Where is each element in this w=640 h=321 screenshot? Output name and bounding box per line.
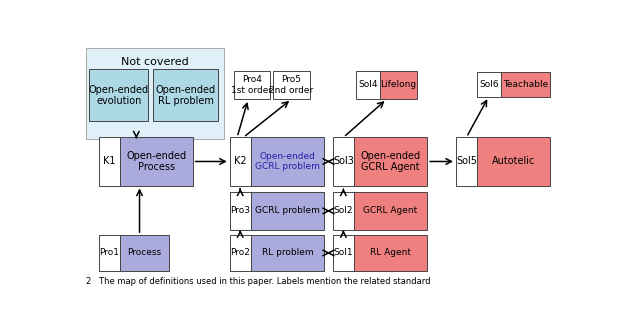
- FancyBboxPatch shape: [230, 235, 251, 271]
- Text: GCRL problem: GCRL problem: [255, 206, 320, 215]
- FancyBboxPatch shape: [500, 72, 550, 97]
- FancyBboxPatch shape: [230, 137, 251, 186]
- Text: Pro2: Pro2: [230, 248, 250, 257]
- FancyBboxPatch shape: [333, 137, 354, 186]
- FancyBboxPatch shape: [99, 235, 120, 271]
- Text: Sol6: Sol6: [479, 80, 499, 89]
- Text: 2   The map of definitions used in this paper. Labels mention the related standa: 2 The map of definitions used in this pa…: [86, 277, 431, 286]
- Text: GCRL Agent: GCRL Agent: [364, 206, 418, 215]
- Text: Sol5: Sol5: [456, 156, 477, 167]
- FancyBboxPatch shape: [380, 71, 417, 99]
- FancyBboxPatch shape: [333, 192, 354, 230]
- Text: RL problem: RL problem: [262, 248, 313, 257]
- FancyBboxPatch shape: [354, 137, 428, 186]
- Text: Not covered: Not covered: [121, 57, 189, 67]
- Text: Pro4
1st order: Pro4 1st order: [231, 75, 273, 95]
- Text: Sol2: Sol2: [333, 206, 353, 215]
- FancyBboxPatch shape: [230, 192, 251, 230]
- Text: K1: K1: [103, 156, 115, 167]
- FancyBboxPatch shape: [154, 69, 218, 121]
- FancyBboxPatch shape: [477, 72, 500, 97]
- FancyBboxPatch shape: [234, 71, 270, 99]
- FancyBboxPatch shape: [120, 235, 169, 271]
- Text: Open-ended
Process: Open-ended Process: [126, 151, 186, 172]
- Text: Sol4: Sol4: [358, 80, 378, 89]
- FancyBboxPatch shape: [333, 235, 354, 271]
- FancyBboxPatch shape: [99, 137, 120, 186]
- FancyBboxPatch shape: [456, 137, 477, 186]
- Text: Pro3: Pro3: [230, 206, 250, 215]
- FancyBboxPatch shape: [86, 48, 224, 139]
- FancyBboxPatch shape: [477, 137, 550, 186]
- FancyBboxPatch shape: [251, 235, 324, 271]
- Text: Open-ended
GCRL problem: Open-ended GCRL problem: [255, 152, 320, 171]
- Text: Teachable: Teachable: [503, 80, 548, 89]
- FancyBboxPatch shape: [354, 192, 428, 230]
- Text: Sol3: Sol3: [333, 156, 354, 167]
- Text: Process: Process: [127, 248, 161, 257]
- FancyBboxPatch shape: [89, 69, 148, 121]
- FancyBboxPatch shape: [273, 71, 310, 99]
- Text: Open-ended
GCRL Agent: Open-ended GCRL Agent: [360, 151, 420, 172]
- Text: Pro5
2nd order: Pro5 2nd order: [269, 75, 314, 95]
- Text: Sol1: Sol1: [333, 248, 353, 257]
- Text: Open-ended
evolution: Open-ended evolution: [88, 84, 148, 106]
- FancyBboxPatch shape: [356, 71, 380, 99]
- Text: K2: K2: [234, 156, 246, 167]
- FancyBboxPatch shape: [354, 235, 428, 271]
- FancyBboxPatch shape: [251, 137, 324, 186]
- Text: Autotelic: Autotelic: [492, 156, 535, 167]
- Text: Open-ended
RL problem: Open-ended RL problem: [156, 84, 216, 106]
- Text: Pro1: Pro1: [99, 248, 119, 257]
- FancyBboxPatch shape: [120, 137, 193, 186]
- FancyBboxPatch shape: [251, 192, 324, 230]
- Text: RL Agent: RL Agent: [370, 248, 411, 257]
- Text: Lifelong: Lifelong: [381, 80, 417, 89]
